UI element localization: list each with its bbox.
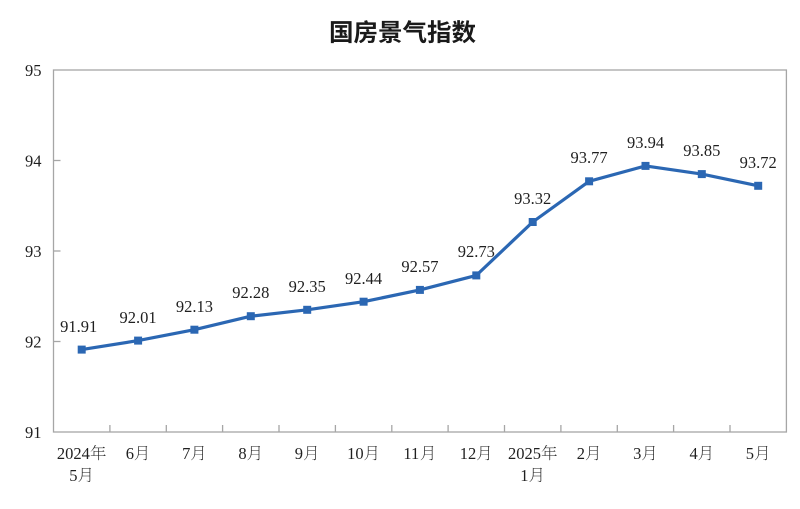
svg-text:5: 5 <box>69 466 77 485</box>
svg-text:93.85: 93.85 <box>683 141 720 160</box>
svg-text:93: 93 <box>25 242 42 261</box>
svg-text:94: 94 <box>25 151 42 170</box>
svg-text:2: 2 <box>577 444 585 463</box>
svg-text:93.72: 93.72 <box>740 153 777 172</box>
svg-text:92.44: 92.44 <box>345 269 382 288</box>
svg-text:2024: 2024 <box>57 444 90 463</box>
svg-text:92.28: 92.28 <box>232 283 269 302</box>
svg-text:6: 6 <box>126 444 134 463</box>
svg-text:10: 10 <box>347 444 364 463</box>
svg-text:92: 92 <box>25 332 42 351</box>
svg-text:8: 8 <box>238 444 246 463</box>
svg-text:93.77: 93.77 <box>571 148 608 167</box>
svg-text:93.32: 93.32 <box>514 189 551 208</box>
svg-text:91.91: 91.91 <box>60 317 97 336</box>
svg-text:92.35: 92.35 <box>289 277 326 296</box>
svg-text:92.01: 92.01 <box>120 308 157 327</box>
svg-text:3: 3 <box>633 444 641 463</box>
svg-text:91: 91 <box>25 423 42 442</box>
svg-text:7: 7 <box>182 444 190 463</box>
svg-text:92.13: 92.13 <box>176 297 213 316</box>
svg-text:93.94: 93.94 <box>627 133 664 152</box>
svg-text:95: 95 <box>25 61 42 80</box>
svg-text:11: 11 <box>403 444 419 463</box>
svg-text:92.57: 92.57 <box>401 257 438 276</box>
svg-text:9: 9 <box>295 444 303 463</box>
svg-text:92.73: 92.73 <box>458 242 495 261</box>
svg-text:1: 1 <box>520 466 528 485</box>
svg-text:5: 5 <box>746 444 754 463</box>
svg-text:4: 4 <box>690 444 698 463</box>
svg-text:12: 12 <box>460 444 477 463</box>
svg-text:2025: 2025 <box>508 444 541 463</box>
